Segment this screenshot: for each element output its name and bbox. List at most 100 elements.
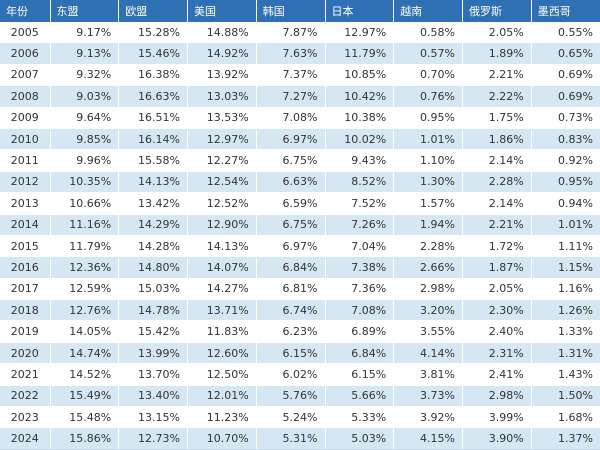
table-row: 2019 14.05% 15.42% 11.83% 6.23% 6.89% 3.55% 2.4… bbox=[0, 320, 600, 343]
value-cell: 7.26% bbox=[325, 214, 395, 236]
value-cell: 9.13% bbox=[50, 42, 120, 65]
year-cell: 2015 bbox=[0, 235, 51, 258]
value-cell: 1.15% bbox=[531, 256, 600, 279]
table-row: 2010 9.85% 16.14% 12.97% 6.97% 10.02% 1.01% 1.8… bbox=[0, 128, 600, 151]
value-cell: 2.31% bbox=[462, 342, 532, 365]
table-row: 2023 15.48% 13.15% 11.23% 5.24% 5.33% 3.92% 3.9… bbox=[0, 406, 600, 429]
table-header: 年份 东盟 欧盟 美国 韩国 日本 越南 俄罗斯 墨西哥 bbox=[0, 0, 600, 22]
table-row: 2015 11.79% 14.28% 14.13% 6.97% 7.04% 2.28% 1.7… bbox=[0, 235, 600, 258]
year-cell: 2020 bbox=[0, 342, 51, 365]
value-cell: 11.79% bbox=[50, 235, 120, 258]
value-cell: 6.02% bbox=[256, 363, 326, 386]
column-header: 俄罗斯 bbox=[462, 0, 532, 22]
value-cell: 0.65% bbox=[531, 42, 600, 65]
value-cell: 1.68% bbox=[531, 406, 600, 429]
value-cell: 3.81% bbox=[393, 363, 463, 386]
value-cell: 1.26% bbox=[531, 299, 600, 322]
value-cell: 14.92% bbox=[187, 42, 257, 65]
header-row: 年份 东盟 欧盟 美国 韩国 日本 越南 俄罗斯 墨西哥 bbox=[0, 0, 600, 22]
value-cell: 1.16% bbox=[531, 278, 600, 301]
value-cell: 0.70% bbox=[393, 64, 463, 87]
value-cell: 0.69% bbox=[531, 64, 600, 87]
year-cell: 2007 bbox=[0, 64, 51, 87]
value-cell: 7.08% bbox=[256, 107, 326, 129]
value-cell: 7.36% bbox=[325, 278, 395, 301]
value-cell: 14.80% bbox=[118, 256, 188, 279]
year-cell: 2013 bbox=[0, 192, 51, 215]
value-cell: 12.01% bbox=[187, 385, 257, 408]
value-cell: 3.90% bbox=[462, 427, 532, 450]
value-cell: 13.99% bbox=[118, 342, 188, 365]
value-cell: 5.66% bbox=[325, 385, 395, 408]
year-cell: 2023 bbox=[0, 406, 51, 429]
table-row: 2009 9.64% 16.51% 13.53% 7.08% 10.38% 0.95% 1.7… bbox=[0, 107, 600, 129]
value-cell: 0.55% bbox=[531, 22, 600, 44]
value-cell: 5.31% bbox=[256, 427, 326, 450]
year-cell: 2009 bbox=[0, 107, 51, 129]
year-cell: 2022 bbox=[0, 385, 51, 408]
column-header: 日本 bbox=[325, 0, 395, 22]
table-row: 2014 11.16% 14.29% 12.90% 6.75% 7.26% 1.94% 2.2… bbox=[0, 214, 600, 236]
value-cell: 14.07% bbox=[187, 256, 257, 279]
value-cell: 0.73% bbox=[531, 107, 600, 129]
value-cell: 1.30% bbox=[393, 171, 463, 194]
value-cell: 13.92% bbox=[187, 64, 257, 87]
value-cell: 2.05% bbox=[462, 278, 532, 301]
value-cell: 7.38% bbox=[325, 256, 395, 279]
table-row: 2006 9.13% 15.46% 14.92% 7.63% 11.79% 0.57% 1.8… bbox=[0, 42, 600, 65]
value-cell: 1.75% bbox=[462, 107, 532, 129]
value-cell: 1.10% bbox=[393, 149, 463, 172]
value-cell: 2.14% bbox=[462, 149, 532, 172]
value-cell: 15.86% bbox=[50, 427, 120, 450]
value-cell: 11.16% bbox=[50, 214, 120, 236]
value-cell: 1.57% bbox=[393, 192, 463, 215]
value-cell: 2.05% bbox=[462, 22, 532, 44]
value-cell: 6.97% bbox=[256, 128, 326, 151]
value-cell: 2.21% bbox=[462, 214, 532, 236]
value-cell: 13.40% bbox=[118, 385, 188, 408]
value-cell: 9.32% bbox=[50, 64, 120, 87]
value-cell: 14.05% bbox=[50, 320, 120, 343]
value-cell: 7.37% bbox=[256, 64, 326, 87]
value-cell: 13.15% bbox=[118, 406, 188, 429]
value-cell: 7.27% bbox=[256, 85, 326, 108]
value-cell: 4.14% bbox=[393, 342, 463, 365]
column-header-year: 年份 bbox=[0, 0, 51, 22]
table-row: 2008 9.03% 16.63% 13.03% 7.27% 10.42% 0.76% 2.2… bbox=[0, 85, 600, 108]
table-row: 2016 12.36% 14.80% 14.07% 6.84% 7.38% 2.66% 1.8… bbox=[0, 256, 600, 279]
value-cell: 10.42% bbox=[325, 85, 395, 108]
value-cell: 16.63% bbox=[118, 85, 188, 108]
value-cell: 13.42% bbox=[118, 192, 188, 215]
table-row: 2024 15.86% 12.73% 10.70% 5.31% 5.03% 4.15% 3.9… bbox=[0, 427, 600, 450]
value-cell: 12.27% bbox=[187, 149, 257, 172]
value-cell: 12.52% bbox=[187, 192, 257, 215]
table-row: 2021 14.52% 13.70% 12.50% 6.02% 6.15% 3.81% 2.4… bbox=[0, 363, 600, 386]
value-cell: 0.76% bbox=[393, 85, 463, 108]
value-cell: 15.48% bbox=[50, 406, 120, 429]
value-cell: 1.01% bbox=[531, 214, 600, 236]
value-cell: 6.75% bbox=[256, 149, 326, 172]
value-cell: 1.31% bbox=[531, 342, 600, 365]
value-cell: 1.72% bbox=[462, 235, 532, 258]
value-cell: 14.52% bbox=[50, 363, 120, 386]
value-cell: 3.99% bbox=[462, 406, 532, 429]
value-cell: 0.83% bbox=[531, 128, 600, 151]
year-cell: 2019 bbox=[0, 320, 51, 343]
value-cell: 12.60% bbox=[187, 342, 257, 365]
value-cell: 2.66% bbox=[393, 256, 463, 279]
value-cell: 6.59% bbox=[256, 192, 326, 215]
column-header: 越南 bbox=[393, 0, 463, 22]
table-row: 2011 9.96% 15.58% 12.27% 6.75% 9.43% 1.10% 2.14… bbox=[0, 149, 600, 172]
value-cell: 10.35% bbox=[50, 171, 120, 194]
column-header: 韩国 bbox=[256, 0, 326, 22]
value-cell: 12.97% bbox=[187, 128, 257, 151]
value-cell: 6.15% bbox=[325, 363, 395, 386]
value-cell: 12.59% bbox=[50, 278, 120, 301]
column-header: 美国 bbox=[187, 0, 257, 22]
value-cell: 1.50% bbox=[531, 385, 600, 408]
value-cell: 1.33% bbox=[531, 320, 600, 343]
value-cell: 14.78% bbox=[118, 299, 188, 322]
table-row: 2022 15.49% 13.40% 12.01% 5.76% 5.66% 3.73% 2.9… bbox=[0, 385, 600, 408]
value-cell: 16.51% bbox=[118, 107, 188, 129]
value-cell: 1.86% bbox=[462, 128, 532, 151]
